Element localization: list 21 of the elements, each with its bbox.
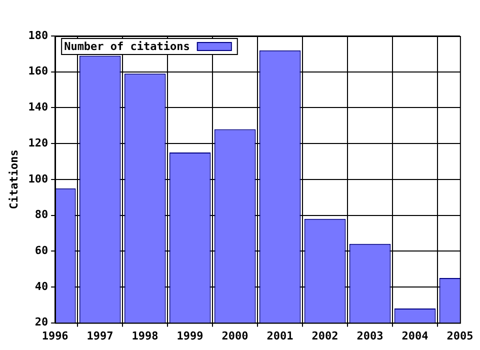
y-tick-label: 80 [34,208,48,222]
legend-label: Number of citations [64,40,190,53]
y-tick-label: 100 [28,172,48,186]
x-tick-label: 2001 [266,329,294,342]
y-tick-label: 60 [34,244,48,257]
x-tick-label: 1996 [42,329,69,342]
y-tick-label: 40 [34,280,48,293]
y-axis-title: Citations [7,150,20,210]
x-tick-label: 1999 [176,329,204,342]
y-tick-label: 160 [28,64,48,78]
x-tick-label: 2005 [446,329,474,342]
x-tick-label: 1998 [132,329,158,342]
x-tick-label: 2002 [312,329,338,342]
x-tick-label: 1997 [86,329,114,342]
x-tick-label: 2004 [402,329,429,342]
x-tick-label: 2003 [356,329,384,342]
y-tick-label: 20 [34,316,48,329]
x-tick-label: 2000 [222,329,248,342]
y-tick-label: 120 [28,136,48,150]
y-tick-label: 140 [28,100,48,114]
y-tick-label: 180 [28,28,48,42]
